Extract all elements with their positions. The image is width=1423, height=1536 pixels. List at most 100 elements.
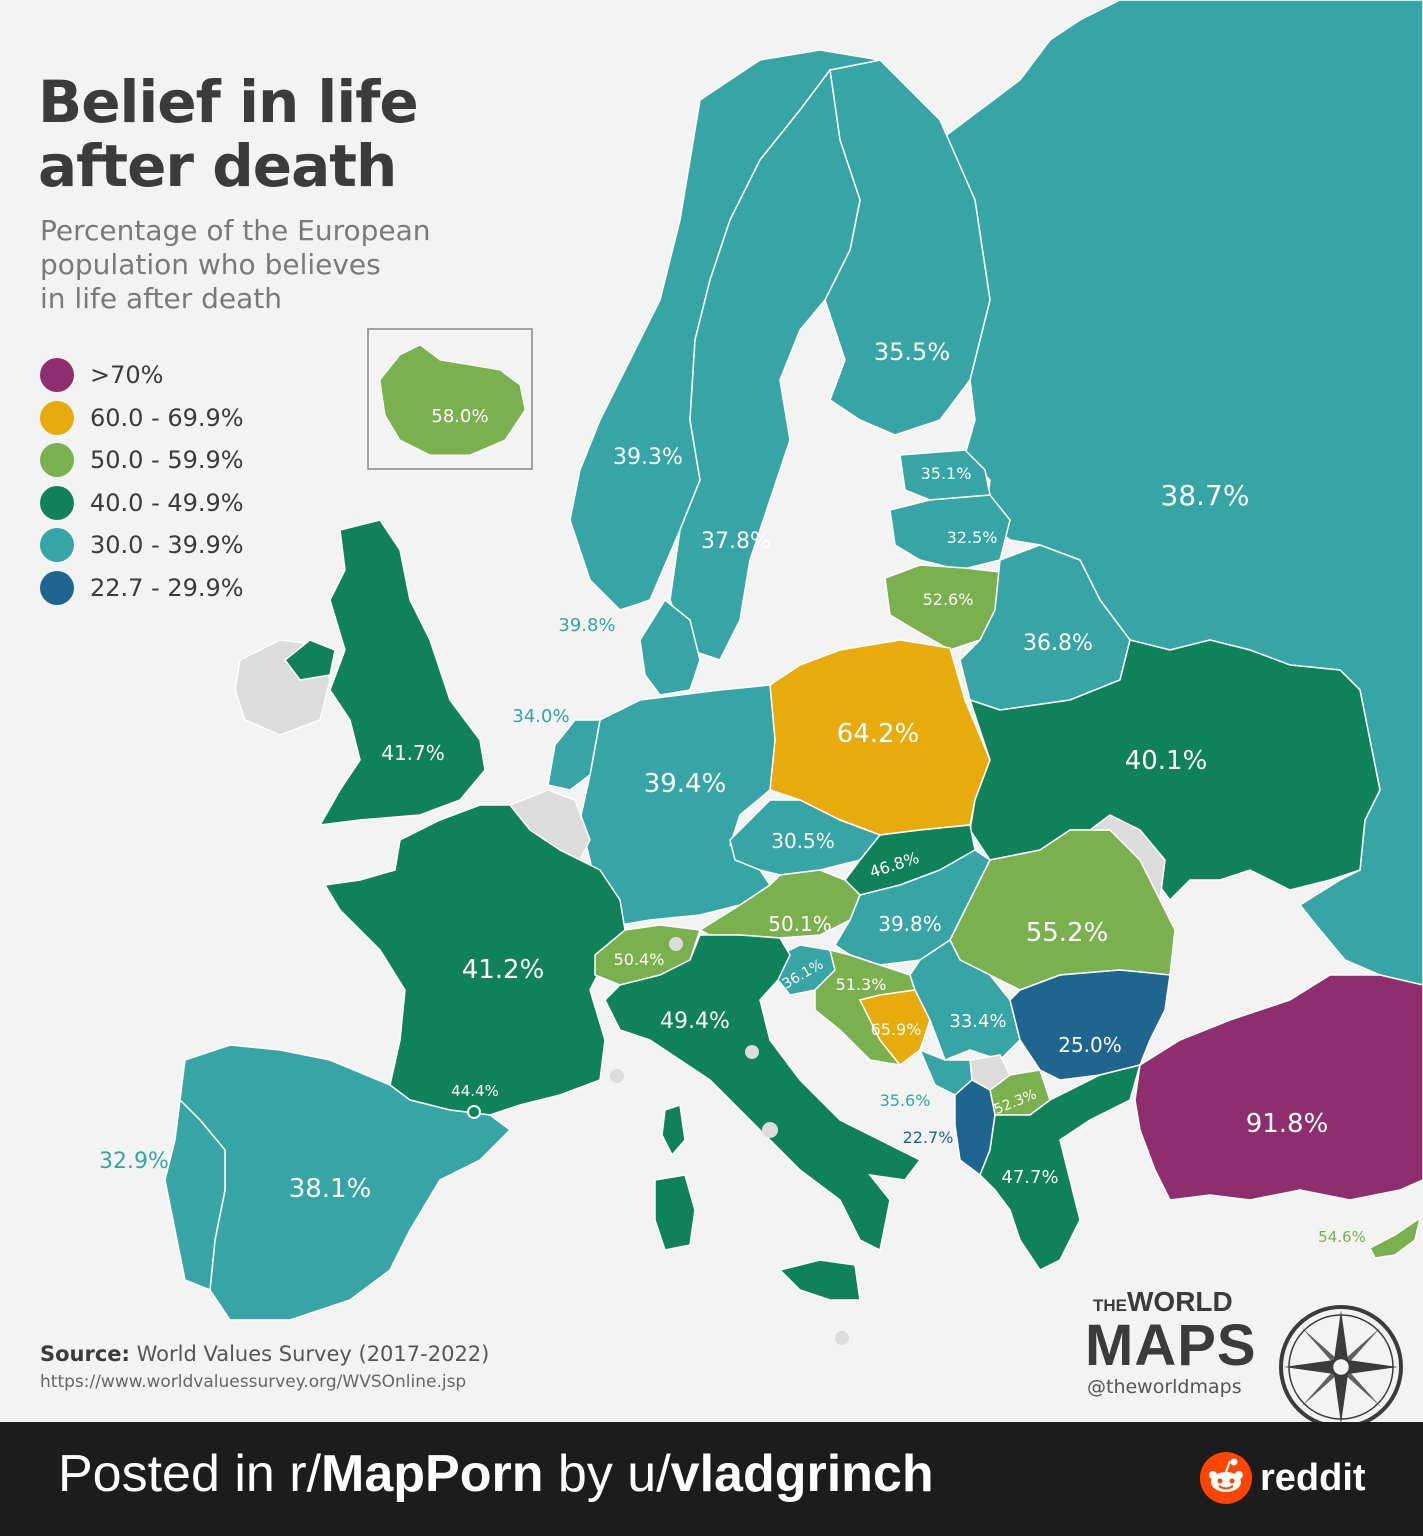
country-denmark xyxy=(639,598,701,696)
theworldmaps-logo: THEWORLD MAPS @theworldmaps xyxy=(1085,1286,1415,1406)
malta-dot xyxy=(835,1331,849,1345)
label-uk: 41.7% xyxy=(381,741,445,765)
map-legend: >70% 60.0 - 69.9% 50.0 - 59.9% 40.0 - 49.9%… xyxy=(40,354,244,609)
label-belarus: 36.8% xyxy=(1023,631,1093,656)
country-iceland xyxy=(379,344,526,456)
label-latvia: 32.5% xyxy=(947,528,998,547)
monaco-dot xyxy=(610,1069,624,1083)
legend-swatch xyxy=(40,528,74,563)
legend-label: 22.7 - 29.9% xyxy=(90,573,244,602)
source-text: World Values Survey (2017-2022) xyxy=(136,1342,490,1366)
label-cyprus: 54.6% xyxy=(1318,1228,1366,1246)
legend-item: 40.0 - 49.9% xyxy=(40,482,244,525)
vatican-dot xyxy=(762,1122,778,1138)
label-montenegro: 35.6% xyxy=(880,1091,931,1110)
label-croatia: 51.3% xyxy=(836,975,887,994)
legend-item: 30.0 - 39.9% xyxy=(40,524,244,567)
source-url: https://www.worldvaluessurvey.org/WVSOnl… xyxy=(40,1372,467,1392)
title-line-2: after death xyxy=(38,132,397,200)
map-subtitle: Percentage of the European population wh… xyxy=(40,214,431,316)
source-credit: Source: World Values Survey (2017-2022) xyxy=(40,1342,489,1366)
legend-swatch xyxy=(40,400,74,435)
label-austria: 50.1% xyxy=(768,912,832,936)
label-bulgaria: 25.0% xyxy=(1058,1033,1122,1057)
legend-swatch xyxy=(40,485,74,520)
label-bosnia: 65.9% xyxy=(871,1020,922,1039)
reddit-wordmark: reddit xyxy=(1260,1456,1366,1499)
label-france: 41.2% xyxy=(462,955,545,985)
label-italy: 49.4% xyxy=(660,1009,730,1034)
compass-rose-icon xyxy=(1279,1305,1403,1429)
country-northern-ireland xyxy=(283,639,336,681)
region-sicily xyxy=(778,1259,861,1301)
label-hungary: 39.8% xyxy=(878,912,942,936)
reddit-alien-icon xyxy=(1200,1452,1252,1504)
reddit-brand[interactable]: reddit xyxy=(1200,1452,1366,1504)
label-czechia: 30.5% xyxy=(771,829,835,853)
label-turkey: 91.8% xyxy=(1246,1109,1329,1139)
label-denmark: 39.8% xyxy=(558,615,615,636)
label-albania: 22.7% xyxy=(903,1128,954,1147)
legend-swatch xyxy=(40,443,74,478)
country-netherlands xyxy=(547,719,601,791)
legend-label: 30.0 - 39.9% xyxy=(90,531,244,560)
country-uk xyxy=(318,519,486,826)
country-france xyxy=(323,804,626,1116)
label-ukraine: 40.1% xyxy=(1125,746,1208,776)
label-lithuania: 52.6% xyxy=(923,590,974,609)
label-estonia: 35.1% xyxy=(921,464,972,483)
region-sardinia xyxy=(654,1174,696,1251)
legend-label: 60.0 - 69.9% xyxy=(90,403,244,432)
legend-item: 50.0 - 59.9% xyxy=(40,439,244,482)
iceland-inset-frame xyxy=(367,328,533,470)
label-poland: 64.2% xyxy=(837,719,920,749)
user-link[interactable]: vladgrinch xyxy=(670,1445,934,1503)
label-portugal: 32.9% xyxy=(99,1149,169,1174)
footer-attribution: Posted in r/MapPorn by u/vladgrinch xyxy=(58,1445,934,1503)
country-portugal xyxy=(164,1098,226,1292)
label-finland: 35.5% xyxy=(874,338,950,366)
label-iceland: 58.0% xyxy=(431,406,488,427)
legend-swatch xyxy=(40,358,74,393)
map-title: Belief in life after death xyxy=(38,68,419,200)
legend-swatch xyxy=(40,570,74,605)
legend-item: 22.7 - 29.9% xyxy=(40,567,244,610)
legend-label: >70% xyxy=(90,361,164,390)
label-sweden: 37.8% xyxy=(701,529,771,554)
legend-label: 50.0 - 59.9% xyxy=(90,446,244,475)
label-andorra: 44.4% xyxy=(451,1082,499,1100)
legend-item: >70% xyxy=(40,354,244,397)
label-switzerland: 50.4% xyxy=(614,950,665,969)
label-russia: 38.7% xyxy=(1161,479,1250,512)
label-germany: 39.4% xyxy=(644,769,727,799)
subtitle-line-3: in life after death xyxy=(40,282,282,315)
subtitle-line-2: population who believes xyxy=(40,248,381,281)
logo-maps: MAPS xyxy=(1085,1313,1257,1378)
label-romania: 55.2% xyxy=(1026,918,1109,948)
subtitle-line-1: Percentage of the European xyxy=(40,214,431,247)
liechtenstein-dot xyxy=(669,937,683,951)
country-sweden xyxy=(669,68,861,661)
country-greece xyxy=(979,1063,1142,1271)
country-italy xyxy=(604,934,922,1252)
legend-label: 40.0 - 49.9% xyxy=(90,488,244,517)
label-netherlands: 34.0% xyxy=(512,706,569,727)
country-moldova xyxy=(1087,814,1166,903)
logo-handle: @theworldmaps xyxy=(1087,1376,1242,1398)
country-cyprus xyxy=(1368,1216,1422,1259)
reddit-footer: Posted in r/MapPorn by u/vladgrinch redd… xyxy=(0,1422,1423,1536)
subreddit-link[interactable]: MapPorn xyxy=(321,1445,544,1503)
region-corsica xyxy=(661,1104,686,1157)
label-norway: 39.3% xyxy=(613,445,683,470)
label-spain: 38.1% xyxy=(289,1174,372,1204)
label-greece: 47.7% xyxy=(1001,1167,1058,1188)
logo-line-1: THEWORLD xyxy=(1093,1286,1233,1317)
andorra-marker xyxy=(467,1105,481,1119)
country-bosnia xyxy=(858,989,931,1067)
legend-item: 60.0 - 69.9% xyxy=(40,397,244,440)
san-marino-dot xyxy=(745,1045,759,1059)
country-turkey xyxy=(1134,974,1423,1201)
label-serbia: 33.4% xyxy=(949,1011,1006,1032)
title-line-1: Belief in life xyxy=(38,68,419,136)
source-label: Source: xyxy=(40,1342,130,1366)
